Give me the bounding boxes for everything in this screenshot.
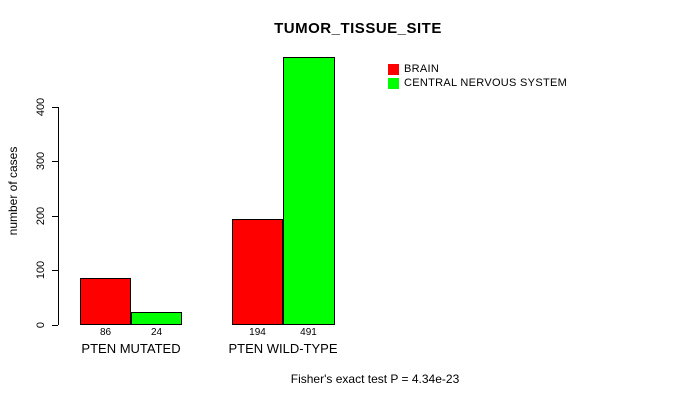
bar-brain bbox=[232, 219, 283, 325]
y-tick-mark bbox=[52, 270, 58, 271]
bar-value-label: 194 bbox=[249, 327, 266, 338]
bar-value-label: 86 bbox=[99, 327, 112, 338]
bar-central-nervous-system bbox=[283, 57, 335, 325]
x-axis-category-label: PTEN WILD-TYPE bbox=[228, 341, 338, 356]
legend-label: CENTRAL NERVOUS SYSTEM bbox=[404, 77, 568, 89]
bar-value-label: 24 bbox=[150, 327, 163, 338]
y-tick-label: 300 bbox=[35, 151, 47, 171]
chart-title: TUMOR_TISSUE_SITE bbox=[274, 20, 442, 37]
bar-brain bbox=[80, 278, 131, 325]
y-tick-mark bbox=[52, 161, 58, 162]
y-tick-mark bbox=[52, 325, 58, 326]
y-tick-label: 200 bbox=[35, 206, 47, 226]
legend-swatch bbox=[388, 63, 399, 75]
y-tick-label: 0 bbox=[35, 321, 47, 329]
legend-item: BRAIN bbox=[388, 62, 567, 76]
y-axis-title: number of cases bbox=[6, 146, 20, 236]
y-tick-mark bbox=[52, 216, 58, 217]
legend-label: BRAIN bbox=[404, 63, 440, 75]
legend-swatch bbox=[388, 77, 399, 89]
y-axis-line bbox=[58, 107, 59, 325]
legend-item: CENTRAL NERVOUS SYSTEM bbox=[388, 76, 567, 90]
x-axis-category-label: PTEN MUTATED bbox=[81, 341, 181, 356]
legend: BRAIN CENTRAL NERVOUS SYSTEM bbox=[388, 62, 567, 90]
y-tick-label: 400 bbox=[35, 97, 47, 117]
bar-value-label: 491 bbox=[300, 327, 317, 338]
y-tick-label: 100 bbox=[35, 260, 47, 280]
y-tick-mark bbox=[52, 107, 58, 108]
footer-stat-note: Fisher's exact test P = 4.34e-23 bbox=[290, 372, 460, 386]
bar-central-nervous-system bbox=[131, 312, 182, 325]
